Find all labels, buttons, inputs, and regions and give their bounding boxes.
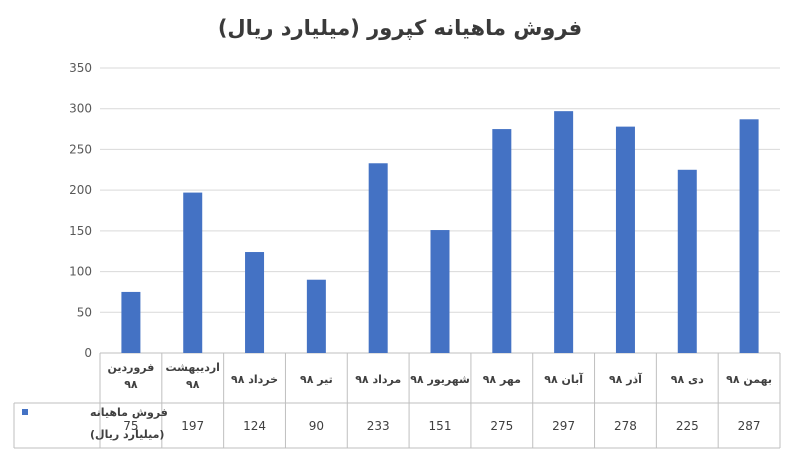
bar [183,192,203,353]
table-value: 75 [123,419,138,433]
table-value: 151 [429,419,452,433]
bar [368,163,388,353]
bar [306,279,326,353]
y-tick-label: 100 [69,265,92,279]
bar [615,126,635,353]
x-tick-label: دی ۹۸ [671,373,704,386]
x-tick-label: بهمن ۹۸ [726,373,772,386]
y-tick-label: 150 [69,224,92,238]
table-value: 278 [614,419,637,433]
bar [121,291,141,353]
x-tick-label: خرداد ۹۸ [231,373,278,386]
y-tick-label: 50 [77,305,92,319]
table-value: 90 [309,419,324,433]
bar [677,169,697,353]
bar [430,230,450,353]
table-value: 225 [676,419,699,433]
y-tick-label: 200 [69,183,92,197]
bar [245,252,265,353]
table-value: 287 [738,419,761,433]
table-value: 197 [181,419,204,433]
bar [492,129,512,353]
legend-swatch [22,409,28,415]
y-tick-label: 300 [69,102,92,116]
y-tick-label: 0 [84,346,92,360]
bar [739,119,759,353]
legend-label: فروش ماهیانه (میلیارد ریال) [90,406,168,441]
x-tick-label: آذر ۹۸ [609,372,642,386]
table-value: 233 [367,419,390,433]
x-tick-label: مرداد ۹۸ [355,373,401,386]
y-tick-label: 350 [69,61,92,75]
x-tick-label: مهر ۹۸ [483,373,521,386]
x-tick-label: اردیبهشت ۹۸ [165,361,219,391]
chart-title: فروش ماهیانه کپرور (میلیارد ریال) [217,16,583,40]
table-value: 124 [243,419,266,433]
bar [554,111,574,354]
x-tick-label: شهریور ۹۸ [410,373,470,386]
y-tick-label: 250 [69,142,92,156]
table-value: 297 [552,419,575,433]
x-tick-label: تیر ۹۸ [300,373,333,386]
x-tick-label: آبان ۹۸ [544,372,583,386]
x-tick-label: فروردین ۹۸ [107,361,154,391]
table-value: 275 [490,419,513,433]
